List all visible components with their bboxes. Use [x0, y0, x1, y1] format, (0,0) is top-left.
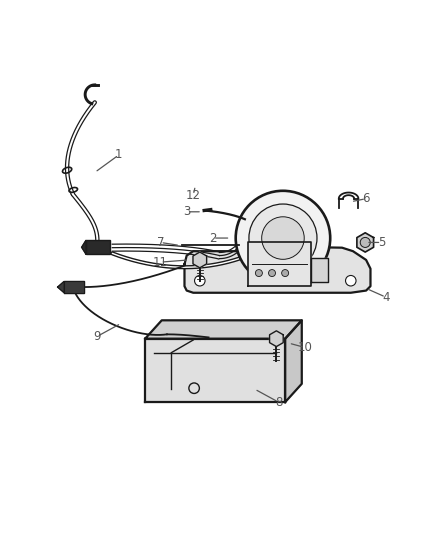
Circle shape	[255, 270, 262, 277]
Polygon shape	[145, 338, 285, 402]
Circle shape	[248, 204, 316, 272]
Polygon shape	[285, 320, 301, 402]
Polygon shape	[81, 240, 86, 254]
Circle shape	[194, 276, 205, 286]
Polygon shape	[269, 331, 283, 346]
Text: 7: 7	[156, 236, 164, 249]
Polygon shape	[311, 258, 327, 282]
Polygon shape	[193, 252, 206, 268]
Polygon shape	[356, 233, 373, 252]
Text: 2: 2	[209, 231, 216, 245]
Polygon shape	[247, 243, 311, 286]
Text: 3: 3	[183, 205, 190, 219]
Circle shape	[261, 217, 304, 260]
Polygon shape	[184, 247, 370, 293]
Circle shape	[268, 270, 275, 277]
Circle shape	[235, 191, 329, 285]
Text: 8: 8	[274, 395, 282, 409]
Polygon shape	[145, 320, 301, 338]
Text: 12: 12	[185, 189, 200, 201]
Text: 1: 1	[115, 148, 122, 161]
Text: 10: 10	[297, 341, 311, 354]
Text: 6: 6	[361, 192, 369, 205]
Circle shape	[360, 237, 369, 247]
Circle shape	[281, 270, 288, 277]
Text: 11: 11	[152, 256, 168, 269]
Text: 5: 5	[377, 236, 384, 249]
Polygon shape	[57, 281, 64, 293]
Polygon shape	[64, 281, 84, 293]
Text: 4: 4	[381, 290, 389, 304]
Circle shape	[345, 276, 355, 286]
Bar	[86, 240, 110, 254]
Text: 9: 9	[93, 330, 100, 343]
